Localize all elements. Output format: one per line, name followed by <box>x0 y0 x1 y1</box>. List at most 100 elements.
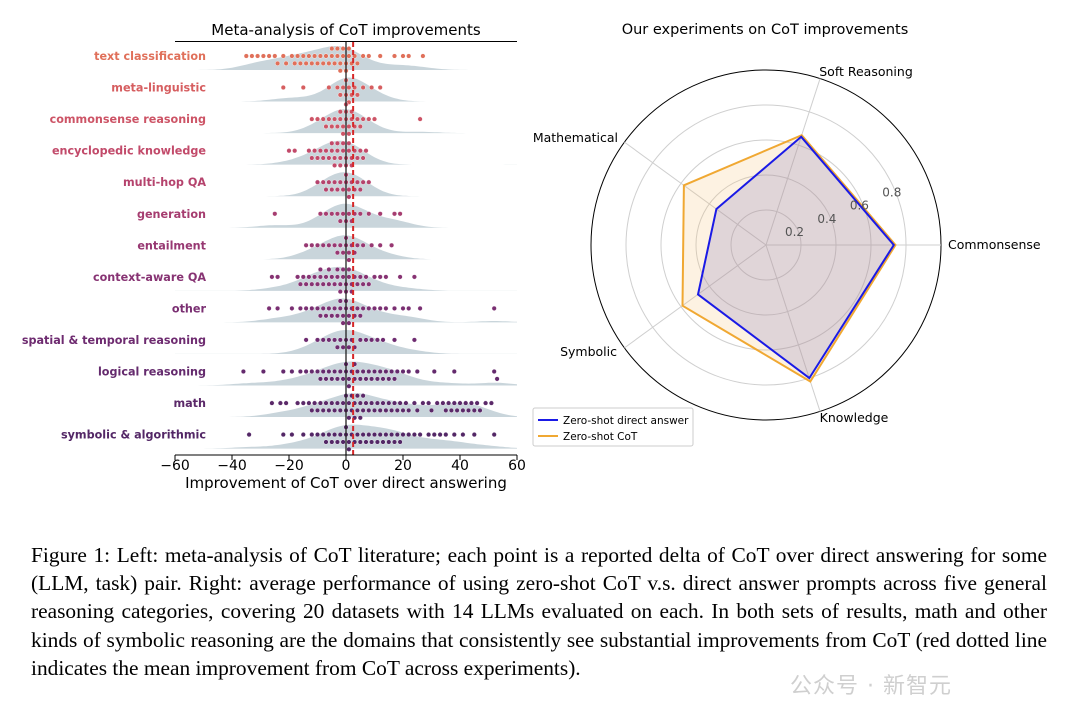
data-point <box>323 53 329 59</box>
data-point <box>451 400 457 406</box>
data-point <box>334 187 340 193</box>
data-point <box>457 400 463 406</box>
radar-axis-label: Symbolic <box>560 344 617 359</box>
data-point <box>369 84 375 90</box>
data-point <box>286 148 292 154</box>
data-point <box>246 432 252 438</box>
data-point <box>354 407 360 413</box>
data-point <box>272 53 278 59</box>
data-point <box>346 400 352 406</box>
radar-series-1 <box>681 133 897 383</box>
data-point <box>354 305 360 311</box>
data-point <box>392 337 398 343</box>
data-point <box>280 369 286 375</box>
data-point <box>317 148 323 154</box>
radar-axis-label: Knowledge <box>820 410 889 425</box>
data-point <box>300 53 306 59</box>
data-point <box>315 432 321 438</box>
data-point <box>366 432 372 438</box>
data-point <box>363 274 369 280</box>
data-point <box>315 60 321 66</box>
data-point <box>329 53 335 59</box>
data-point <box>346 383 352 389</box>
data-point <box>269 400 275 406</box>
legend-label-direct: Zero-shot direct answer <box>563 415 689 427</box>
data-point <box>303 337 309 343</box>
data-point <box>292 148 298 154</box>
data-point <box>334 400 340 406</box>
data-point <box>394 407 400 413</box>
data-point <box>400 369 406 375</box>
radar-r-tick: 0.2 <box>785 225 804 239</box>
data-point <box>317 53 323 59</box>
data-point <box>334 267 340 273</box>
data-point <box>306 148 312 154</box>
data-point <box>309 432 315 438</box>
data-point <box>471 407 477 413</box>
data-point <box>491 305 497 311</box>
data-point <box>326 267 332 273</box>
data-point <box>357 376 363 382</box>
data-point <box>377 242 383 248</box>
data-point <box>266 53 272 59</box>
category-label: symbolic & algorithmic <box>61 429 206 442</box>
data-point <box>346 84 352 90</box>
data-point <box>309 281 315 287</box>
data-point <box>406 305 412 311</box>
data-point <box>366 407 372 413</box>
radar-r-tick: 0.6 <box>850 199 869 213</box>
legend-box <box>532 407 694 447</box>
data-point <box>329 313 335 319</box>
data-point <box>346 211 352 217</box>
data-point <box>389 242 395 248</box>
category-label: entailment <box>137 239 206 252</box>
category-label: logical reasoning <box>98 366 206 379</box>
radar-axis-label: Commonsense <box>948 237 1041 252</box>
data-point <box>334 376 340 382</box>
data-point <box>300 84 306 90</box>
data-point <box>323 376 329 382</box>
data-point <box>334 123 340 129</box>
data-point <box>406 53 412 59</box>
data-point <box>340 140 346 146</box>
data-point <box>266 305 272 311</box>
data-point <box>466 407 472 413</box>
data-point <box>260 53 266 59</box>
radar-r-tick: 0.8 <box>882 186 901 200</box>
data-point <box>323 439 329 445</box>
category-label: text classification <box>94 50 206 63</box>
data-point <box>337 407 343 413</box>
data-point <box>332 432 338 438</box>
data-point <box>340 211 346 217</box>
data-point <box>312 400 318 406</box>
data-point <box>386 439 392 445</box>
data-point <box>494 376 500 382</box>
data-point <box>346 415 352 421</box>
data-point <box>303 305 309 311</box>
figure: Meta-analysis of CoT improvements text c… <box>22 21 1041 492</box>
data-point <box>275 60 281 66</box>
data-point <box>329 376 335 382</box>
data-point <box>377 53 383 59</box>
data-point <box>312 274 318 280</box>
data-point <box>315 369 321 375</box>
data-point <box>326 432 332 438</box>
data-point <box>366 116 372 122</box>
data-point <box>332 281 338 287</box>
data-point <box>326 242 332 248</box>
category-label: encyclopedic knowledge <box>52 145 206 158</box>
data-point <box>346 439 352 445</box>
x-tick-label: 20 <box>394 458 412 474</box>
data-point <box>337 337 343 343</box>
data-point <box>269 274 275 280</box>
data-point <box>346 123 352 129</box>
data-point <box>437 432 443 438</box>
data-point <box>392 53 398 59</box>
data-point <box>443 407 449 413</box>
data-point <box>297 60 303 66</box>
data-point <box>320 155 326 161</box>
data-point <box>334 211 340 217</box>
radar-series <box>681 133 897 383</box>
radar-panel: Our experiments on CoT improvements Comm… <box>532 22 1041 447</box>
data-point <box>337 281 343 287</box>
